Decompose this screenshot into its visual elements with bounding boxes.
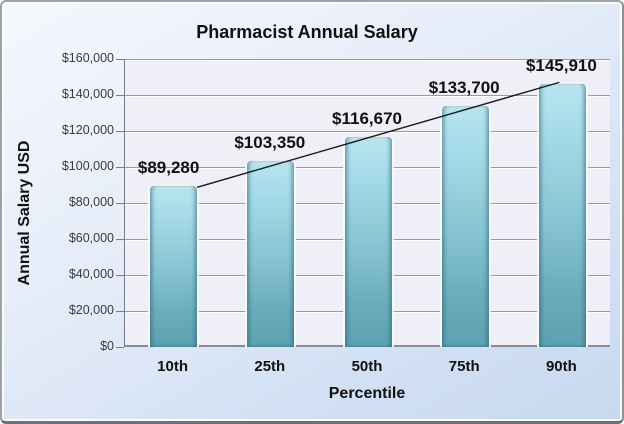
x-tick-label-90th: 90th xyxy=(545,358,577,375)
y-tick-label: $20,000 xyxy=(68,303,114,317)
bar-75th xyxy=(441,106,489,347)
y-tick-label: $80,000 xyxy=(68,195,114,209)
bar-90th xyxy=(538,84,586,347)
data-label-90th: $145,910 xyxy=(525,56,597,76)
y-tick-mark xyxy=(116,239,124,240)
gridline xyxy=(125,59,610,60)
x-tick-label-75th: 75th xyxy=(448,358,480,375)
y-tick-label: $140,000 xyxy=(61,87,114,101)
y-tick-mark xyxy=(116,275,124,276)
y-tick-mark xyxy=(116,95,124,96)
y-tick-label: $0 xyxy=(100,339,114,353)
bar-50th xyxy=(344,136,392,347)
y-tick-label: $60,000 xyxy=(68,231,114,245)
y-tick-label: $160,000 xyxy=(61,51,114,65)
y-tick-mark xyxy=(116,131,124,132)
gridline xyxy=(125,131,610,132)
gridline xyxy=(125,95,610,96)
x-axis-title: Percentile xyxy=(328,385,406,402)
x-tick-label-10th: 10th xyxy=(157,358,189,375)
y-tick-label: $100,000 xyxy=(61,159,114,173)
data-label-75th: $133,700 xyxy=(428,78,500,98)
x-tick-label-50th: 50th xyxy=(351,358,383,375)
data-label-50th: $116,670 xyxy=(332,108,402,128)
data-label-25th: $103,350 xyxy=(234,132,306,152)
y-tick-mark xyxy=(116,203,124,204)
chart-title: Pharmacist Annual Salary xyxy=(196,22,418,42)
data-label-10th: $89,280 xyxy=(137,158,200,178)
y-tick-mark xyxy=(116,347,124,348)
bar-25th xyxy=(247,160,295,347)
y-tick-mark xyxy=(116,167,124,168)
y-tick-mark xyxy=(116,59,124,60)
x-tick-label-25th: 25th xyxy=(254,358,286,375)
y-tick-label: $120,000 xyxy=(61,123,114,137)
y-tick-mark xyxy=(116,311,124,312)
y-tick-label: $40,000 xyxy=(68,267,114,281)
plot-area xyxy=(124,59,610,347)
bar-10th xyxy=(150,186,198,347)
